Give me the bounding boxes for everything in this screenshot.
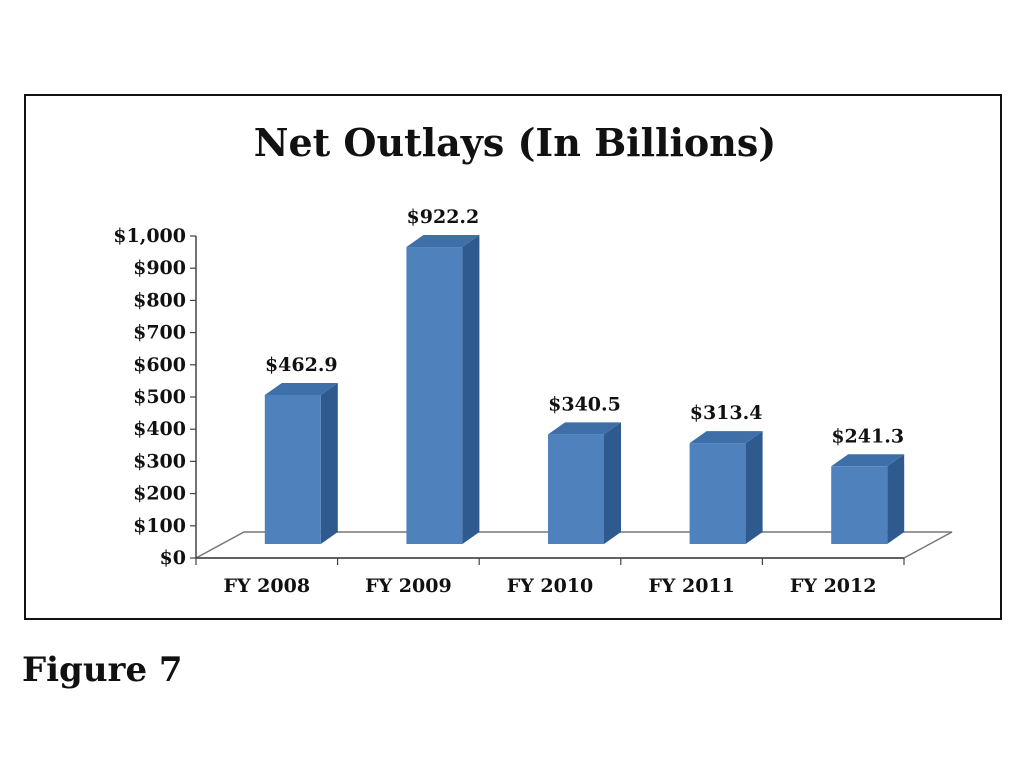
- bar-top: [831, 454, 905, 467]
- x-tick-label: FY 2009: [365, 575, 452, 597]
- y-tick-label: $300: [133, 450, 186, 472]
- bar-top: [689, 431, 763, 444]
- y-tick-label: $800: [133, 289, 186, 311]
- y-tick-label: $600: [133, 354, 186, 376]
- bar-side: [887, 454, 905, 544]
- y-tick-label: $400: [133, 418, 186, 440]
- bar-side: [745, 431, 763, 544]
- bar-front: [831, 466, 888, 544]
- data-label: $241.3: [831, 425, 904, 447]
- y-tick-label: $700: [133, 322, 186, 344]
- bar-top: [264, 382, 338, 395]
- x-tick-label: FY 2012: [790, 575, 877, 597]
- data-label: $462.9: [265, 354, 338, 376]
- bar-front: [406, 247, 463, 544]
- data-label: $922.2: [407, 206, 480, 228]
- bar-front: [548, 434, 604, 544]
- bar-top: [406, 235, 480, 248]
- x-tick-label: FY 2011: [648, 575, 735, 597]
- bar-front: [264, 394, 321, 544]
- data-labels: $462.9 $922.2 $340.5 $313.4 $241.3: [265, 206, 904, 447]
- bar-top: [548, 422, 621, 435]
- bar-side: [320, 382, 338, 544]
- x-tick-label: FY 2008: [224, 575, 311, 597]
- y-tick-label: $100: [133, 515, 186, 537]
- bar-front: [689, 443, 746, 544]
- bar: [831, 454, 905, 544]
- bars: [264, 235, 905, 544]
- bar-chart: Net Outlays (In Billions) $0 $100 $200 $300…: [113, 120, 953, 597]
- bar: [264, 382, 338, 544]
- chart-frame: Net Outlays (In Billions) $0 $100 $200 $300…: [24, 94, 1002, 620]
- bar: [689, 431, 763, 544]
- chart-axes: $0 $100 $200 $300 $400 $500 $600 $700 $800 $900 $1…: [113, 225, 905, 597]
- chart-title: Net Outlays (In Billions): [254, 120, 777, 165]
- figure-caption: Figure 7: [22, 650, 183, 690]
- y-tick-label: $0: [160, 547, 186, 569]
- data-label: $313.4: [690, 402, 763, 424]
- bar: [406, 235, 480, 544]
- x-tick-label: FY 2010: [507, 575, 594, 597]
- y-tick-label: $500: [133, 386, 186, 408]
- bar-side: [604, 422, 621, 544]
- data-label: $340.5: [548, 393, 621, 415]
- bar: [548, 422, 621, 544]
- y-tick-label: $200: [133, 483, 186, 505]
- y-tick-label: $1,000: [113, 225, 186, 247]
- y-tick-label: $900: [133, 257, 186, 279]
- bar-side: [462, 235, 480, 544]
